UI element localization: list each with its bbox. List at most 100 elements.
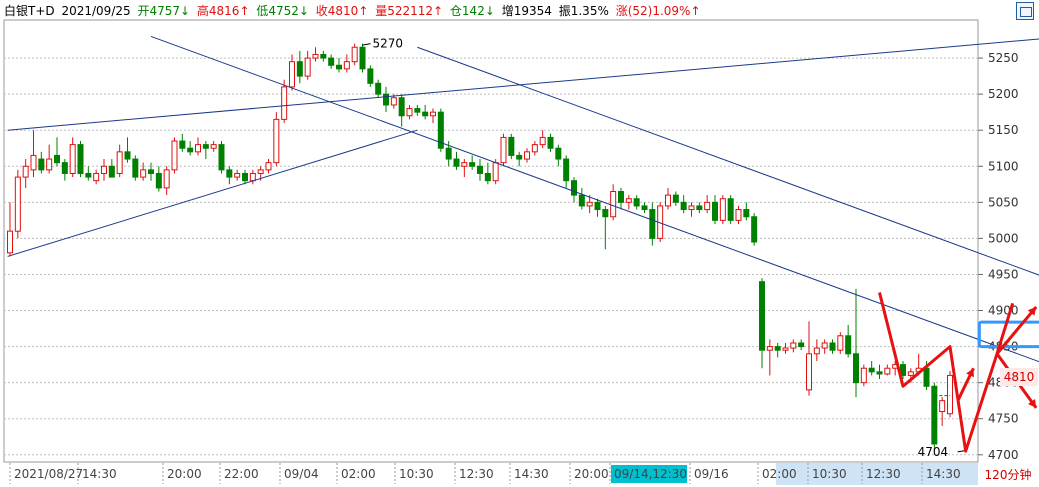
- candle-body: [672, 194, 679, 203]
- candle-body: [30, 154, 37, 171]
- candle-body: [939, 400, 946, 413]
- candle-body: [124, 151, 131, 160]
- candle-body: [202, 144, 209, 149]
- candle-body: [343, 61, 350, 70]
- candle-body: [390, 97, 397, 106]
- candle-body: [422, 111, 429, 117]
- candle-body: [265, 162, 272, 171]
- y-tick-label: 5200: [988, 87, 1019, 101]
- high-label: 5270: [373, 37, 404, 51]
- low-label: 4704: [918, 445, 949, 459]
- x-tick-label: 20:00: [574, 467, 609, 481]
- candle-body: [273, 118, 280, 164]
- candle-body: [69, 144, 76, 174]
- window-toggle-icon[interactable]: [1016, 2, 1034, 20]
- candle-body: [14, 176, 21, 232]
- candle-body: [860, 367, 867, 384]
- candle-body: [140, 169, 147, 178]
- close-price: 收4810↑: [315, 4, 369, 18]
- candle-body: [257, 169, 264, 174]
- candle-body: [179, 140, 186, 149]
- candle-body: [54, 154, 60, 164]
- candle-body: [665, 194, 671, 207]
- candle-body: [226, 169, 233, 178]
- down-arrowhead: [1028, 398, 1037, 408]
- y-tick-label: 5000: [988, 231, 1019, 245]
- candle-body: [876, 371, 883, 375]
- candle-body: [242, 172, 248, 182]
- candle-body: [751, 216, 758, 243]
- x-tick-label: 02:00: [341, 467, 376, 481]
- candle-body: [790, 342, 797, 349]
- candle-body: [680, 201, 687, 211]
- candle-body: [22, 165, 29, 178]
- candle-body: [148, 169, 154, 174]
- candle-body: [484, 172, 491, 182]
- x-tick-label: 22:00: [224, 467, 259, 481]
- candle-body: [563, 158, 570, 182]
- candle-body: [163, 169, 170, 189]
- x-tick-label: 2021/08/27: [14, 467, 83, 481]
- candle-body: [171, 140, 178, 171]
- candle-body: [923, 367, 930, 387]
- grid-layer: [3, 19, 979, 463]
- low-price: 低4752↓: [256, 4, 309, 18]
- candle-body: [688, 205, 695, 211]
- x-tick-label: 14:30: [514, 467, 549, 481]
- candle-body: [469, 162, 476, 167]
- candle-body: [312, 53, 319, 59]
- candle-body: [743, 209, 750, 218]
- x-tick-label: 09/04: [284, 467, 319, 481]
- volume: 量522112↑: [375, 4, 444, 18]
- candle-body: [759, 281, 765, 351]
- x-tick-label: 09/14,12:30: [614, 467, 687, 481]
- candle-body: [453, 158, 460, 167]
- candle-body: [719, 198, 726, 221]
- candle-layer: [7, 43, 953, 452]
- change-percent: 涨(52)1.09%↑: [615, 4, 701, 18]
- candle-body: [108, 165, 115, 178]
- upper-descending-line: [417, 46, 1039, 276]
- candle-body: [524, 151, 530, 160]
- candle-body: [704, 201, 711, 211]
- candle-body: [93, 172, 100, 182]
- candle-body: [578, 194, 585, 207]
- candle-body: [398, 97, 405, 117]
- y-tick-label: 5050: [988, 195, 1019, 209]
- candle-body: [845, 335, 852, 355]
- high-label-pointer: [362, 43, 371, 46]
- quote-info-bar: 白银T+D 2021/09/25 开4757↓ 高4816↑ 低4752↓ 收4…: [4, 3, 704, 19]
- candle-body: [555, 147, 562, 160]
- x-axis-band: [4, 463, 978, 485]
- symbol-name: 白银T+D: [4, 4, 55, 18]
- candle-body: [328, 57, 335, 66]
- candle-body: [837, 335, 844, 351]
- candle-body: [38, 158, 45, 171]
- candle-body: [234, 172, 241, 178]
- candle-body: [766, 346, 773, 351]
- candle-body: [461, 162, 468, 167]
- candle-body: [633, 198, 640, 207]
- candle-body: [610, 191, 617, 218]
- candle-body: [77, 144, 84, 174]
- candle-body: [696, 205, 703, 211]
- candle-body: [477, 165, 483, 174]
- up-projection-arrow: [995, 305, 1038, 355]
- x-tick-label: 12:30: [459, 467, 494, 481]
- candle-body: [492, 162, 499, 182]
- annotation-layer: 5270 4704: [362, 37, 1039, 459]
- candle-body: [116, 151, 123, 174]
- period-selector[interactable]: 120分钟: [978, 465, 1038, 485]
- candle-body: [712, 201, 718, 221]
- quote-date: 2021/09/25: [61, 4, 131, 18]
- candle-body: [516, 154, 523, 160]
- open-interest: 仓142↓: [449, 4, 495, 18]
- candle-body: [132, 158, 139, 178]
- candle-body: [500, 136, 507, 164]
- candle-body: [813, 347, 820, 355]
- candle-body: [821, 342, 828, 349]
- candle-body: [336, 64, 342, 70]
- candle-body: [383, 93, 389, 106]
